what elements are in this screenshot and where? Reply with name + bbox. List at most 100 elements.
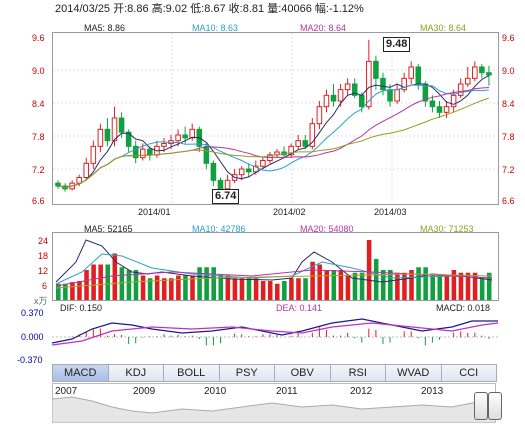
volume-bar (472, 272, 478, 300)
price-tick-right: 9.6 (502, 33, 515, 43)
tab-kdj[interactable]: KDJ (107, 364, 164, 382)
volume-bar (154, 275, 160, 300)
candle-body (486, 72, 492, 76)
volume-unit: x万 (34, 296, 48, 306)
tab-rsi[interactable]: RSI (329, 364, 386, 382)
candle-body (132, 145, 139, 159)
year-label: 2010 (204, 386, 227, 397)
macd-label: MACD: 0.018 (436, 303, 491, 313)
tab-psy[interactable]: PSY (218, 364, 275, 382)
candle-body (316, 106, 323, 125)
volume-bar (126, 270, 132, 300)
volume-bar (77, 281, 82, 300)
year-label: 2012 (350, 386, 373, 397)
volume-bar (260, 281, 266, 300)
candle-body (401, 77, 407, 91)
dea-line (52, 322, 499, 346)
candle-body (443, 106, 450, 113)
vol-ma5-line (55, 239, 493, 283)
candle-body (436, 106, 443, 113)
volume-bar (430, 275, 435, 300)
volume-bar (105, 264, 111, 300)
candle-body (457, 83, 464, 96)
candle-body (175, 134, 181, 142)
dif-label: DIF: 0.150 (60, 303, 103, 313)
candle-body (302, 140, 309, 147)
candle-body (380, 77, 386, 91)
volume-bar (161, 278, 167, 300)
candle-body (161, 143, 167, 147)
macd-tick: 0.000 (21, 332, 44, 342)
volume-bar (289, 278, 294, 300)
vol-ma20-line (55, 269, 493, 287)
candle-body (104, 128, 111, 142)
volume-bar (451, 270, 457, 300)
volume-bar (423, 267, 428, 300)
volume-bar (112, 253, 118, 300)
volume-bar (211, 267, 216, 300)
candle-body (330, 94, 337, 102)
volume-chart (52, 232, 499, 301)
candle-body (479, 66, 485, 74)
ma10-label: MA10: 8.63 (192, 23, 239, 33)
candle-body (224, 179, 231, 190)
volume-bar (303, 278, 308, 300)
volume-bar (204, 267, 209, 300)
ma5-line (57, 74, 490, 188)
candle-body (450, 94, 457, 108)
candle-body (351, 83, 358, 96)
tab-macd[interactable]: MACD (52, 364, 109, 382)
volume-bar (409, 270, 414, 300)
volume-bar (84, 270, 89, 300)
volume-bar (437, 275, 443, 300)
tab-cci[interactable]: CCI (440, 364, 497, 382)
tab-obv[interactable]: OBV (274, 364, 331, 382)
candle-body (76, 177, 82, 184)
candle-body (408, 66, 415, 79)
tab-wvad[interactable]: WVAD (385, 364, 442, 382)
volume-bar (140, 275, 146, 300)
navigator-left-handle[interactable] (474, 392, 488, 420)
volume-tick: 6 (42, 281, 48, 291)
candle-body (238, 168, 245, 176)
volume-bar (176, 275, 181, 300)
volume-bar (239, 278, 245, 300)
indicator-tabs: MACD KDJ BOLL PSY OBV RSI WVAD CCI (52, 364, 497, 382)
ma20-line (57, 87, 489, 188)
macd-histogram (71, 327, 490, 346)
date-label: 2014/01 (138, 207, 171, 217)
volume-bar (416, 267, 421, 300)
candle-body (217, 179, 224, 190)
ma5-label: MA5: 8.86 (84, 23, 126, 33)
volume-bar (98, 264, 103, 300)
volume-bar (331, 270, 337, 300)
volume-bar (465, 272, 471, 300)
volume-bar (296, 278, 301, 300)
volume-bar (133, 270, 139, 300)
macd-chart (52, 318, 499, 346)
volume-bar (317, 264, 322, 300)
volume-bar (373, 259, 379, 300)
vol-ma10-label: MA10: 42786 (192, 224, 246, 234)
candle-body (288, 145, 294, 156)
volume-bar (282, 281, 287, 300)
candle-body (111, 117, 118, 142)
history-navigator[interactable] (52, 383, 496, 423)
ma20-label: MA20: 8.64 (300, 23, 347, 33)
date-label: 2014/02 (273, 207, 306, 217)
volume-bar (458, 272, 464, 300)
candle-body (97, 128, 104, 147)
volume-bar (486, 272, 492, 300)
candle-body (203, 145, 210, 164)
candle-body (472, 66, 478, 79)
volume-bar (338, 270, 344, 300)
tab-boll[interactable]: BOLL (163, 364, 220, 382)
year-label: 2007 (55, 386, 78, 397)
date-label: 2014/03 (374, 207, 407, 217)
vol-ma30-line (55, 273, 493, 289)
volume-bars (56, 240, 492, 300)
volume-bar (183, 275, 188, 300)
navigator-right-handle[interactable] (488, 392, 502, 420)
ma10-line (57, 84, 489, 188)
candle-body (337, 89, 344, 102)
